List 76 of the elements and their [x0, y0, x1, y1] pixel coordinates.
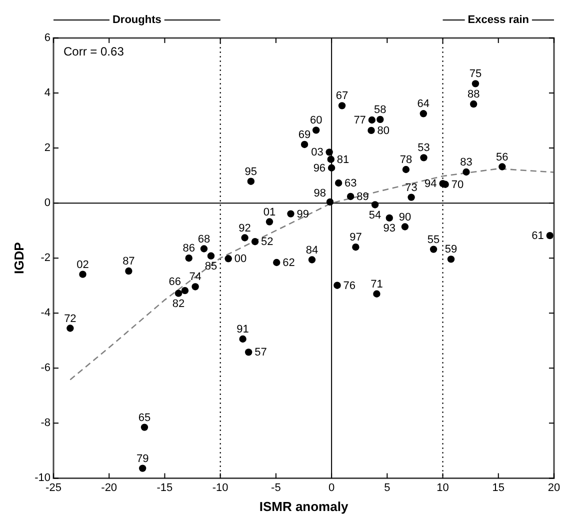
- annotation: 02: [76, 258, 89, 271]
- annotation: 64: [417, 98, 430, 110]
- annotation: 86: [182, 242, 195, 255]
- annotation: 62: [282, 257, 295, 270]
- annotation: 87: [122, 256, 135, 268]
- x-tick-label: 5: [384, 482, 390, 494]
- annotation: 53: [418, 142, 430, 154]
- y-tick-label: -6: [40, 362, 50, 374]
- annotation: 83: [460, 156, 472, 169]
- annotation: 72: [64, 312, 76, 325]
- annotation: 73: [405, 182, 418, 194]
- y-axis-title: IGDP: [11, 242, 26, 274]
- annotation: 67: [336, 90, 348, 102]
- x-axis-title: ISMR anomaly: [259, 498, 349, 514]
- annotation: 79: [136, 452, 149, 465]
- y-tick-label: 6: [44, 32, 50, 44]
- annotation: 74: [189, 271, 202, 284]
- x-tick-label: -20: [101, 482, 118, 494]
- annotation: 71: [370, 278, 383, 290]
- annotation: 57: [254, 346, 267, 359]
- annotation: 52: [261, 236, 274, 248]
- annotation: 66: [168, 276, 181, 288]
- x-tick-label: -5: [271, 482, 281, 494]
- annotation: 70: [451, 178, 464, 191]
- x-tick-label: 15: [492, 482, 505, 494]
- annotation: 76: [343, 280, 356, 292]
- annotation: 82: [172, 298, 185, 310]
- annotation: 68: [198, 233, 210, 246]
- annotation: 95: [244, 166, 258, 178]
- annotation: 58: [374, 104, 386, 116]
- annotation: 94: [424, 178, 437, 190]
- annotation: 88: [467, 88, 480, 101]
- annotation: 60: [310, 114, 322, 127]
- text: Excess rain: [468, 14, 530, 26]
- y-tick-label: -4: [40, 307, 50, 320]
- annotation: 84: [306, 244, 318, 256]
- annotation: 77: [354, 114, 366, 127]
- y-tick-label: -2: [40, 252, 50, 264]
- annotation: 98: [314, 188, 326, 200]
- annotation: 90: [398, 211, 412, 224]
- y-tick-label: 2: [44, 142, 50, 154]
- x-tick-label: 10: [436, 482, 449, 494]
- annotation: 55: [427, 234, 440, 246]
- annotation: 75: [469, 68, 482, 80]
- x-tick-label: -15: [156, 482, 173, 494]
- x-tick-label: -10: [212, 482, 228, 494]
- annotation: 61: [532, 230, 544, 242]
- annotation: 69: [298, 129, 311, 142]
- annotation: 97: [350, 232, 362, 244]
- annotation: 59: [444, 244, 458, 256]
- x-tick-label: -25: [46, 482, 62, 494]
- annotation: 96: [313, 162, 326, 174]
- annotation: 01: [263, 206, 276, 218]
- annotation: 78: [400, 154, 412, 166]
- annotation: 65: [138, 412, 151, 424]
- annotation: 54: [368, 209, 382, 222]
- x-tick-label: 0: [328, 482, 335, 494]
- annotation: 92: [238, 222, 251, 234]
- y-tick-label: -8: [40, 417, 50, 430]
- annotation: 00: [234, 253, 247, 266]
- annotation: 80: [377, 124, 390, 137]
- y-tick-label: 4: [44, 87, 50, 100]
- annotation: 81: [336, 154, 350, 166]
- annotation: 85: [204, 260, 218, 272]
- annotation: 63: [344, 178, 357, 190]
- annotation: 89: [356, 191, 369, 204]
- annotation: Corr = 0.63: [64, 44, 124, 58]
- y-tick-label: -10: [34, 472, 50, 484]
- annotation: 03: [311, 146, 324, 159]
- annotation: 93: [383, 222, 396, 234]
- annotation: 56: [496, 151, 508, 164]
- y-tick-label: 0: [44, 197, 50, 210]
- annotation: 99: [296, 208, 309, 220]
- annotation: 91: [236, 324, 249, 336]
- x-tick-label: 20: [548, 482, 560, 494]
- text: Droughts: [112, 14, 162, 26]
